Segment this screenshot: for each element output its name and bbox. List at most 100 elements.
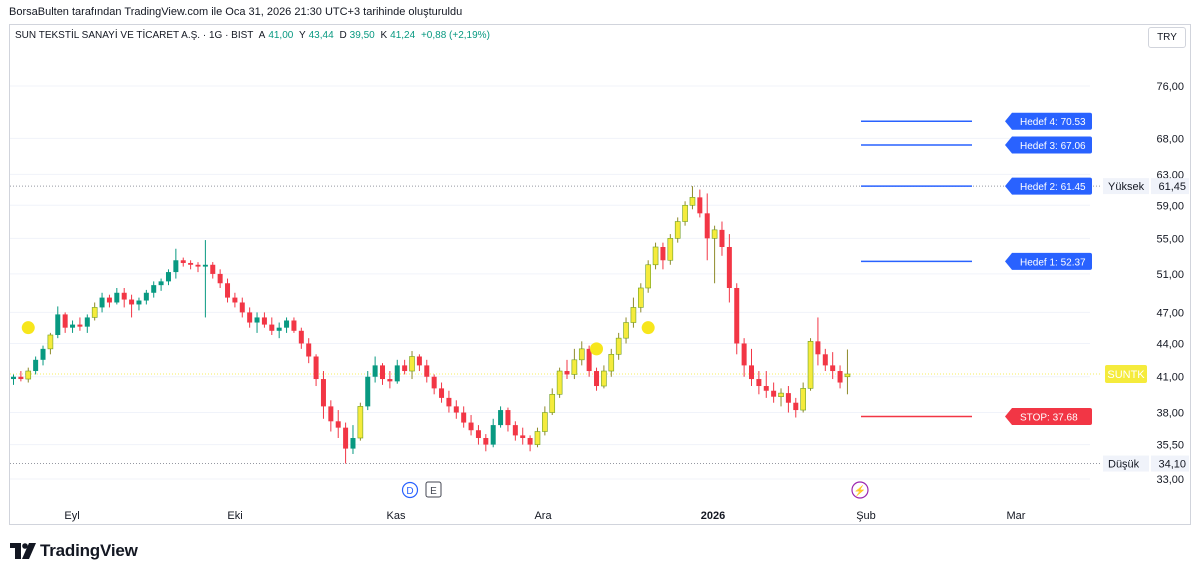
price-tick-label: 51,00 — [1156, 269, 1184, 281]
candle-body — [549, 394, 556, 413]
candle-body — [143, 292, 149, 301]
price-tick-label: 76,00 — [1156, 81, 1184, 93]
candle-body — [394, 365, 400, 382]
candle-body — [771, 390, 777, 397]
signal-marker — [641, 321, 655, 335]
legend-close-label: K — [380, 30, 388, 41]
candle-body — [630, 307, 637, 323]
candle-body — [741, 343, 747, 366]
candle-body — [372, 365, 378, 377]
candle-body — [416, 356, 422, 366]
candle-body — [247, 312, 253, 323]
candle-body — [734, 287, 740, 344]
candle-body — [202, 264, 208, 267]
legend-low-value: 39,50 — [349, 30, 375, 41]
high-value: 61,45 — [1158, 181, 1186, 193]
price-tick-label: 41,00 — [1156, 372, 1184, 384]
time-axis-label: Kas — [387, 510, 406, 522]
target-3-label: Hedef 3: 67.06 — [1020, 141, 1086, 152]
candle-body — [704, 213, 710, 239]
target-3-tag — [1005, 136, 1092, 154]
earnings-badge-label: E — [430, 486, 437, 497]
high-label-bg — [1103, 178, 1149, 195]
candle-body — [40, 348, 46, 360]
candle-body — [815, 341, 821, 355]
candle-body — [62, 314, 68, 328]
candle-body — [453, 406, 459, 413]
low-label: Düşük — [1108, 459, 1140, 471]
candle-body — [439, 388, 445, 398]
target-4-tag — [1005, 112, 1092, 130]
legend-close-value: 41,24 — [390, 30, 416, 41]
candle-body — [749, 365, 754, 380]
signal-marker — [590, 342, 604, 356]
price-tick-label: 44,00 — [1156, 338, 1184, 350]
stop-label: STOP: 37.68 — [1020, 413, 1078, 424]
candle-body — [313, 356, 319, 380]
candle-body — [800, 388, 806, 411]
legend-symbol[interactable]: SUN TEKSTİL SANAYİ VE TİCARET A.Ş. · 1G … — [15, 30, 254, 41]
dividend-badge — [401, 481, 419, 499]
low-label-bg — [1103, 455, 1149, 472]
candle-body — [645, 264, 651, 289]
target-2-label: Hedef 2: 61.45 — [1020, 182, 1086, 193]
candle-body — [387, 379, 393, 382]
candle-body — [328, 406, 334, 422]
dividend-badge-label: D — [406, 486, 413, 497]
candle-body — [505, 410, 511, 426]
candle-body — [424, 365, 430, 377]
candle-body — [11, 376, 16, 380]
candle-body — [623, 322, 629, 339]
chart-frame — [9, 24, 1191, 525]
candle-body — [711, 229, 718, 239]
candle-body — [763, 386, 769, 391]
candle-body — [254, 317, 260, 323]
candle-body — [25, 370, 32, 380]
low-value: 34,10 — [1158, 459, 1186, 471]
signal-marker — [21, 321, 35, 335]
candle-body — [239, 302, 245, 313]
candle-body — [660, 246, 666, 261]
candle-body — [18, 376, 24, 380]
candle-body — [468, 422, 474, 431]
chart-caption: BorsaBulten tarafından TradingView.com i… — [9, 6, 463, 18]
high-value-bg — [1151, 178, 1189, 195]
candle-body — [195, 264, 201, 267]
candle-body — [350, 438, 356, 449]
candle-body — [830, 365, 836, 372]
candle-body — [291, 320, 297, 331]
target-1-label: Hedef 1: 52.37 — [1020, 257, 1086, 268]
candle-body — [158, 281, 164, 286]
time-axis-label: Mar — [1007, 510, 1026, 522]
legend-low-label: D — [339, 30, 347, 41]
news-badge — [851, 481, 869, 499]
price-tick-label: 47,00 — [1156, 307, 1184, 319]
candle-body — [357, 406, 364, 439]
candle-body — [689, 197, 696, 206]
price-tick-label: 35,50 — [1156, 440, 1184, 452]
candle-body — [534, 431, 541, 445]
news-badge-label: ⚡ — [854, 484, 866, 497]
candle-body — [608, 354, 615, 372]
tradingview-logo[interactable]: TradingView — [10, 541, 138, 561]
candle-body — [55, 314, 61, 335]
candle-body — [173, 260, 179, 273]
candle-body — [822, 354, 828, 366]
candle-body — [306, 343, 312, 357]
currency-button[interactable]: TRY — [1148, 27, 1186, 48]
candle-body — [188, 262, 194, 265]
time-axis-label: Şub — [856, 510, 876, 522]
candle-body — [594, 371, 600, 387]
candle-body — [483, 438, 489, 445]
candle-body — [70, 324, 76, 328]
legend-high-label: Y — [298, 30, 306, 41]
candle-body — [343, 427, 349, 449]
candle-body — [756, 379, 762, 387]
candle-body — [269, 324, 275, 331]
candle-body — [490, 425, 496, 445]
earnings-badge — [425, 481, 442, 498]
candle-body — [542, 412, 548, 432]
candle-body — [682, 204, 688, 222]
candle-body — [91, 307, 98, 318]
